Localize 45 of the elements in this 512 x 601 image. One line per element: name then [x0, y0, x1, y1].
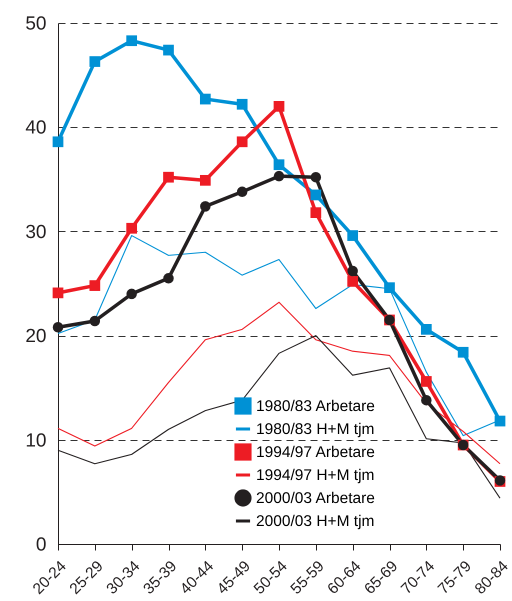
- point: [236, 186, 248, 198]
- point: [310, 190, 322, 200]
- point: [126, 288, 137, 300]
- point: [421, 394, 432, 406]
- point: [458, 346, 469, 358]
- point: [90, 316, 100, 326]
- legend-label: 2000/03 Arbetare: [256, 490, 375, 507]
- point: [236, 98, 248, 110]
- point: [347, 230, 358, 241]
- point: [52, 288, 64, 298]
- point: [236, 136, 248, 148]
- point: [200, 174, 211, 186]
- point: [347, 276, 358, 287]
- point: [163, 44, 174, 56]
- point: [274, 170, 284, 182]
- point: [274, 159, 284, 170]
- point: [200, 201, 211, 212]
- point: [52, 322, 64, 332]
- y-tick-label: 10: [25, 430, 46, 452]
- y-tick-label: 30: [25, 222, 46, 243]
- legend-label: 1980/83 Arbetare: [256, 398, 375, 415]
- y-tick-label: 40: [25, 118, 46, 139]
- point: [384, 282, 395, 294]
- legend-label: 1994/97 Arbetare: [256, 444, 375, 461]
- legend-label: 1980/83 H+M tjm: [256, 421, 374, 438]
- point: [274, 101, 284, 112]
- point: [89, 280, 100, 291]
- point: [52, 136, 64, 148]
- y-tick-label: 0: [36, 534, 46, 556]
- point: [420, 376, 432, 387]
- y-tick-label: 20: [25, 326, 46, 348]
- point: [420, 324, 432, 335]
- legend-label: 2000/03 H+M tjm: [256, 513, 374, 530]
- point: [89, 56, 100, 67]
- point: [310, 172, 322, 182]
- point: [494, 416, 506, 426]
- point: [347, 266, 358, 276]
- point: [126, 35, 138, 46]
- legend-label: 1994/97 H+M tjm: [256, 467, 374, 484]
- point: [200, 94, 211, 104]
- point: [310, 207, 322, 218]
- point: [163, 273, 174, 284]
- point: [163, 172, 174, 183]
- point: [126, 222, 138, 234]
- y-tick-label: 50: [25, 14, 46, 34]
